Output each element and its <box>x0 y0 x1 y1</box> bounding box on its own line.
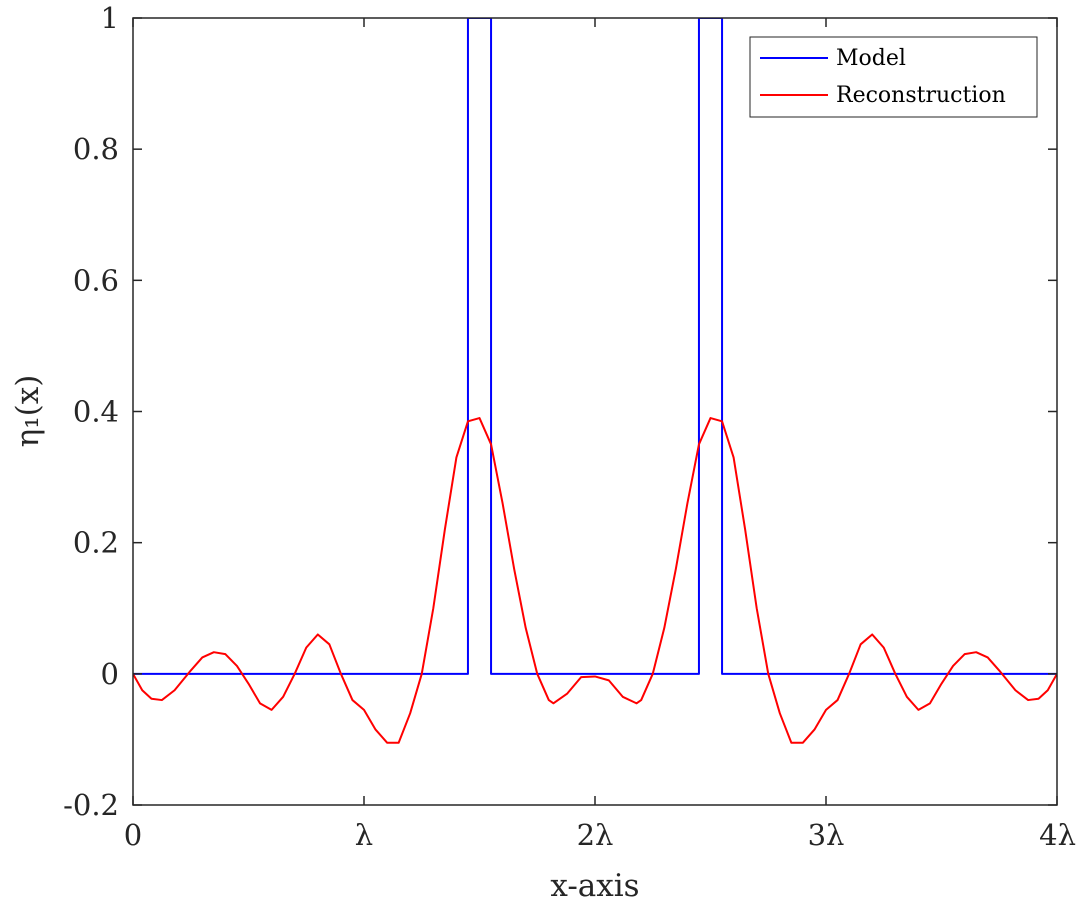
x-tick-label: λ <box>355 818 373 852</box>
plot-area <box>133 18 1057 805</box>
series-line-model <box>133 18 1057 675</box>
series-layer <box>133 18 1057 744</box>
x-tick-label: 0 <box>124 818 142 852</box>
legend-label-reconstruction: Reconstruction <box>836 83 1006 108</box>
legend-label-model: Model <box>836 46 906 71</box>
x-axis-label: x-axis <box>550 868 639 904</box>
y-tick-label: -0.2 <box>63 788 119 822</box>
x-tick-label: 3λ <box>808 818 845 852</box>
ticks-layer: 0 λ 2λ 3λ 4λ-0.200.20.40.60.81 <box>63 1 1076 852</box>
y-axis-label: η₁(x) <box>10 375 46 448</box>
legend-box <box>749 36 1038 118</box>
y-tick-label: 0.4 <box>73 395 119 429</box>
x-tick-label: 4λ <box>1039 818 1076 852</box>
y-tick-label: 0.2 <box>73 526 119 560</box>
y-tick-label: 1 <box>101 1 119 35</box>
legend: Model Reconstruction <box>749 36 1038 118</box>
y-tick-label: 0.8 <box>73 132 119 166</box>
y-tick-label: 0.6 <box>73 263 119 297</box>
x-tick-label: 2λ <box>577 818 614 852</box>
y-tick-label: 0 <box>101 657 119 691</box>
series-line-reconstruction <box>133 417 1057 744</box>
